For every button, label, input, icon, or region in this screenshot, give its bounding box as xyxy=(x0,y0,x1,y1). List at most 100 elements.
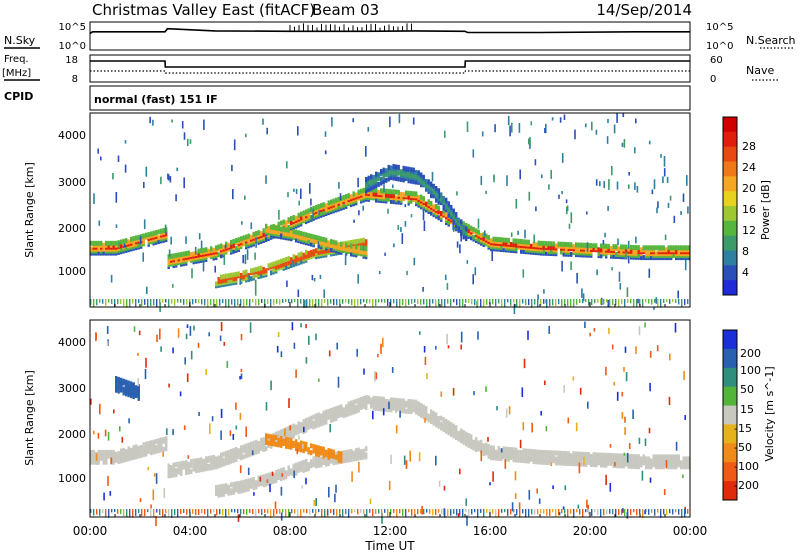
heatmap-scatter xyxy=(608,179,610,190)
heatmap-scatter xyxy=(318,378,320,382)
heatmap-scatter xyxy=(298,435,300,440)
heatmap-clutter xyxy=(552,299,554,306)
heatmap-clutter xyxy=(375,509,377,514)
heatmap-cell xyxy=(460,228,463,234)
heatmap-clutter xyxy=(195,509,197,516)
heatmap-cell xyxy=(362,237,365,243)
heatmap-clutter xyxy=(528,299,530,306)
heatmap-cell xyxy=(415,170,418,175)
heatmap-cell xyxy=(367,179,370,185)
heatmap-cell xyxy=(585,248,588,254)
heatmap-cell xyxy=(587,248,590,254)
heatmap-cell xyxy=(560,454,563,460)
heatmap-scatter xyxy=(356,348,358,357)
heatmap-cell xyxy=(175,462,178,468)
heatmap-clutter xyxy=(441,509,443,514)
heatmap-clutter xyxy=(312,509,314,513)
heatmap-cell xyxy=(355,244,358,250)
heatmap-cell xyxy=(250,234,253,240)
heatmap-cell xyxy=(230,272,233,278)
heatmap-cell xyxy=(230,454,233,460)
heatmap-cell xyxy=(422,196,425,202)
heatmap-scatter xyxy=(537,294,539,300)
velocity-colorbar-swatch xyxy=(723,348,737,369)
heatmap-cell xyxy=(220,484,223,490)
heatmap-cell xyxy=(360,397,363,402)
heatmap-clutter xyxy=(132,509,134,518)
heatmap-scatter xyxy=(663,168,666,177)
heatmap-cell xyxy=(135,444,138,450)
vel-cbar-tick-m50: -50 xyxy=(734,441,752,454)
heatmap-cell xyxy=(240,272,243,278)
heatmap-scatter xyxy=(167,173,169,180)
heatmap-cell xyxy=(372,191,375,197)
heatmap-cell xyxy=(120,377,123,383)
heatmap-cell xyxy=(402,398,405,404)
heatmap-scatter xyxy=(250,222,253,230)
heatmap-clutter xyxy=(162,509,164,517)
heatmap-clutter xyxy=(321,509,323,517)
heatmap-cell xyxy=(335,240,338,246)
xtick-0000: 00:00 xyxy=(73,524,108,538)
heatmap-scatter xyxy=(145,357,147,368)
heatmap-scatter xyxy=(203,119,205,130)
heatmap-clutter xyxy=(237,509,239,514)
heatmap-cell xyxy=(390,397,393,403)
heatmap-cell xyxy=(95,240,98,246)
heatmap-cell xyxy=(435,412,438,418)
heatmap-clutter xyxy=(270,299,272,307)
heatmap-clutter xyxy=(510,299,512,306)
xtick-0800: 08:00 xyxy=(273,524,308,538)
heatmap-scatter xyxy=(311,215,313,223)
heatmap-scatter xyxy=(219,335,222,341)
heatmap-cell xyxy=(350,449,353,454)
figure-title: Christmas Valley East (fitACF) xyxy=(92,1,315,19)
heatmap-cell xyxy=(442,417,445,423)
heatmap-cell xyxy=(372,178,375,184)
heatmap-cell xyxy=(145,232,148,238)
heatmap-cell xyxy=(325,455,328,461)
heatmap-scatter xyxy=(472,274,474,285)
heatmap-cell xyxy=(227,449,230,455)
heatmap-clutter xyxy=(273,509,275,517)
heatmap-cell xyxy=(280,234,283,240)
heatmap-cell xyxy=(497,455,500,461)
heatmap-cell xyxy=(242,444,245,450)
heatmap-clutter xyxy=(219,299,221,306)
heatmap-clutter xyxy=(171,299,173,304)
heatmap-clutter xyxy=(564,299,566,305)
heatmap-cell xyxy=(367,175,370,181)
heatmap-cell xyxy=(642,255,645,261)
heatmap-scatter xyxy=(337,376,340,388)
heatmap-scatter xyxy=(568,223,571,229)
heatmap-scatter xyxy=(485,190,487,195)
heatmap-cell xyxy=(177,252,180,258)
heatmap-cell xyxy=(137,445,140,451)
heatmap-clutter xyxy=(93,299,95,307)
heatmap-clutter xyxy=(372,299,374,308)
heatmap-cell xyxy=(457,430,460,436)
heatmap-cell xyxy=(355,448,358,454)
heatmap-scatter xyxy=(602,240,605,245)
heatmap-cell xyxy=(225,241,228,247)
heatmap-clutter xyxy=(396,299,398,308)
heatmap-cell xyxy=(287,465,290,471)
heatmap-cell xyxy=(422,174,425,180)
heatmap-scatter xyxy=(662,176,664,183)
heatmap-scatter xyxy=(308,335,310,345)
heatmap-cell xyxy=(290,220,293,225)
heatmap-scatter xyxy=(456,241,459,248)
heatmap-clutter xyxy=(354,299,356,308)
heatmap-clutter xyxy=(630,509,632,516)
heatmap-scatter xyxy=(551,117,554,121)
heatmap-cell xyxy=(280,429,283,435)
heatmap-cell xyxy=(400,398,403,404)
heatmap-scatter xyxy=(208,332,210,337)
heatmap-clutter xyxy=(552,509,554,513)
heatmap-cell xyxy=(670,460,673,466)
heatmap-cell xyxy=(97,250,100,256)
heatmap-clutter xyxy=(621,299,623,305)
heatmap-cell xyxy=(442,421,445,427)
heatmap-scatter xyxy=(543,289,545,294)
heatmap-clutter xyxy=(393,299,395,304)
